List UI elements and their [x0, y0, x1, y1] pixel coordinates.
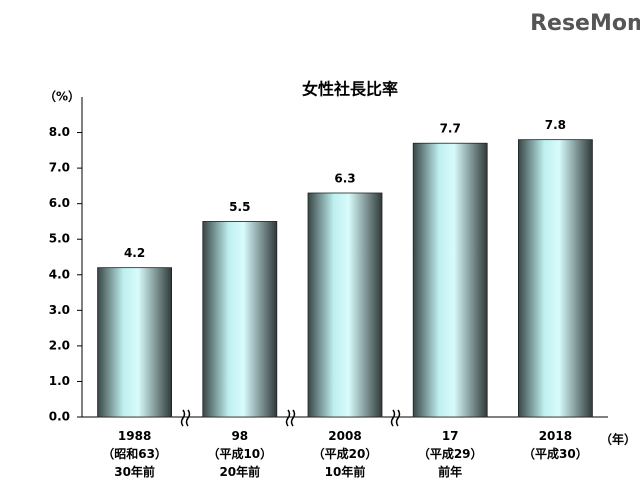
bar	[202, 221, 278, 418]
axis-breaks	[180, 409, 401, 427]
value-label: 7.8	[545, 118, 566, 132]
y-tick-label: 8.0	[49, 125, 70, 139]
bar	[307, 192, 383, 418]
x-tick-label: 98 （平成10） 20年前	[207, 429, 273, 479]
y-tick-label: 0.0	[49, 410, 70, 424]
y-tick-label: 6.0	[49, 196, 70, 210]
x-tick-label: 17 （平成29） 前年	[417, 429, 483, 479]
y-tick-label: 7.0	[49, 161, 70, 175]
value-label: 7.7	[440, 122, 461, 136]
value-label: 6.3	[334, 172, 355, 186]
x-tick-label: 2018 （平成30）	[523, 429, 588, 461]
watermark: ReseMom	[530, 11, 640, 36]
y-tick-label: 3.0	[49, 303, 70, 317]
y-unit: （%）	[44, 89, 80, 104]
value-label: 4.2	[124, 246, 145, 260]
x-tick-label: 1988 （昭和63） 30年前	[102, 429, 167, 479]
bar	[412, 142, 488, 418]
y-tick-label: 2.0	[49, 338, 70, 352]
bar	[97, 267, 172, 418]
y-tick-label: 4.0	[49, 267, 70, 281]
chart-title: 女性社長比率	[302, 80, 398, 99]
y-tick-label: 5.0	[49, 232, 70, 246]
value-label: 5.5	[229, 200, 250, 214]
y-tick-label: 1.0	[49, 374, 70, 388]
bar	[518, 139, 593, 418]
x-tick-label: 2008 （平成20） 10年前	[312, 429, 378, 479]
x-unit: （年）	[600, 432, 636, 447]
